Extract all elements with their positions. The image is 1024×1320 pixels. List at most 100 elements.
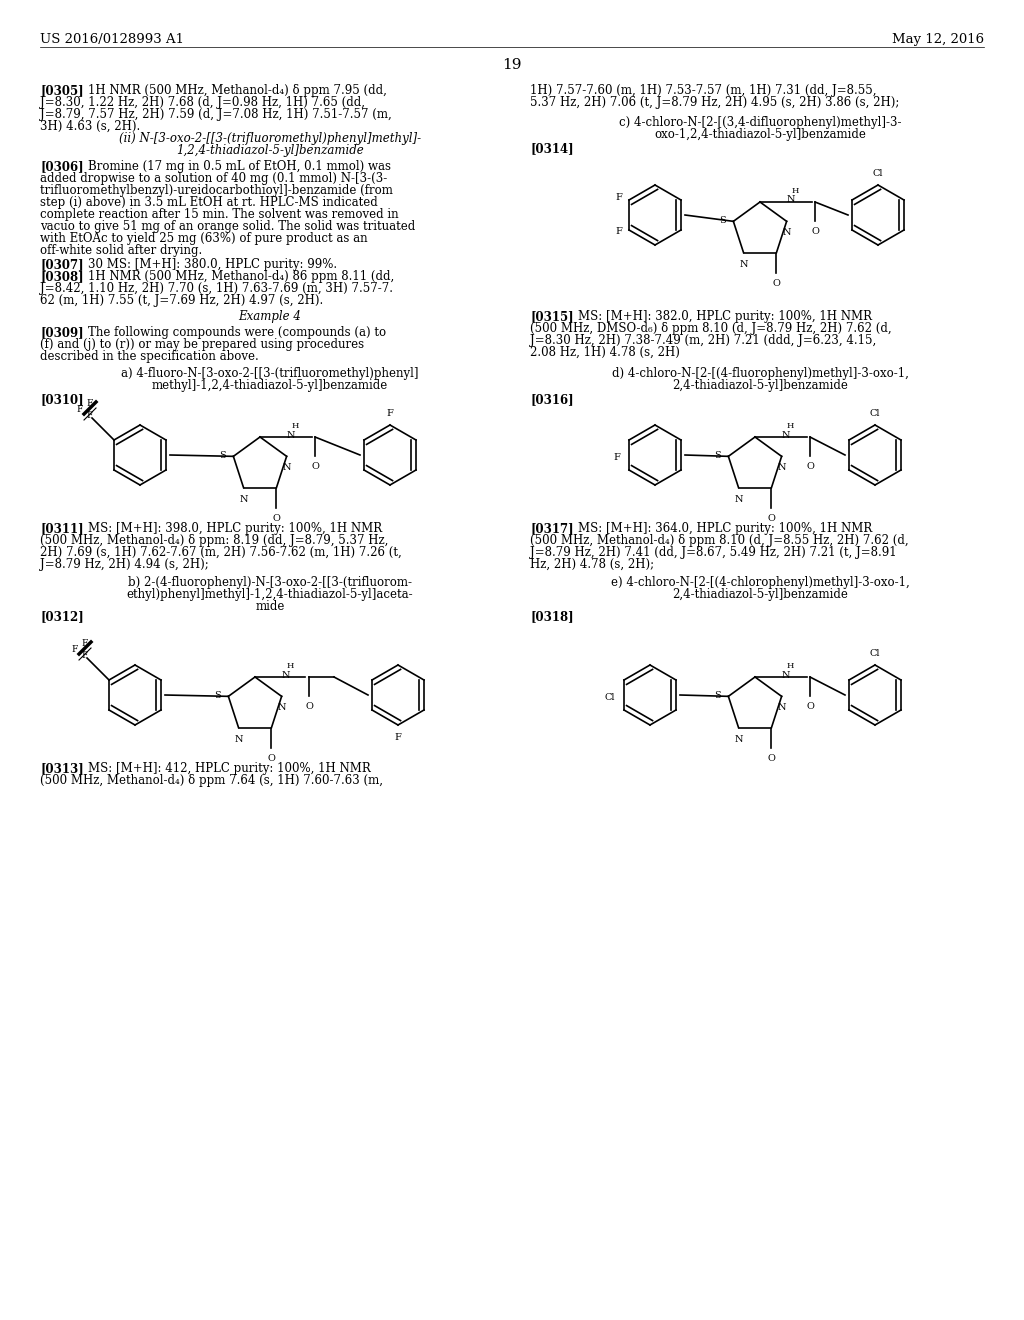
Text: H: H xyxy=(287,663,294,671)
Text: a) 4-fluoro-N-[3-oxo-2-[[3-(trifluoromethyl)phenyl]: a) 4-fluoro-N-[3-oxo-2-[[3-(trifluoromet… xyxy=(121,367,419,380)
Text: (f) and (j) to (r)) or may be prepared using procedures: (f) and (j) to (r)) or may be prepared u… xyxy=(40,338,365,351)
Text: N: N xyxy=(781,430,790,440)
Text: 5.37 Hz, 2H) 7.06 (t, J=8.79 Hz, 2H) 4.95 (s, 2H) 3.86 (s, 2H);: 5.37 Hz, 2H) 7.06 (t, J=8.79 Hz, 2H) 4.9… xyxy=(530,96,899,110)
Text: N: N xyxy=(777,463,785,473)
Text: N: N xyxy=(782,228,791,238)
Text: Cl: Cl xyxy=(872,169,884,178)
Text: O: O xyxy=(311,462,318,471)
Text: added dropwise to a solution of 40 mg (0.1 mmol) N-[3-(3-: added dropwise to a solution of 40 mg (0… xyxy=(40,172,387,185)
Text: (500 MHz, Methanol-d₄) δ ppm 8.10 (d, J=8.55 Hz, 2H) 7.62 (d,: (500 MHz, Methanol-d₄) δ ppm 8.10 (d, J=… xyxy=(530,535,908,546)
Text: S: S xyxy=(219,451,226,459)
Text: mide: mide xyxy=(255,601,285,612)
Text: H: H xyxy=(786,422,794,430)
Text: with EtOAc to yield 25 mg (63%) of pure product as an: with EtOAc to yield 25 mg (63%) of pure … xyxy=(40,232,368,246)
Text: J=8.79 Hz, 2H) 4.94 (s, 2H);: J=8.79 Hz, 2H) 4.94 (s, 2H); xyxy=(40,558,209,572)
Text: F: F xyxy=(82,652,88,660)
Text: c) 4-chloro-N-[2-[(3,4-difluorophenyl)methyl]-3-: c) 4-chloro-N-[2-[(3,4-difluorophenyl)me… xyxy=(618,116,901,129)
Text: F: F xyxy=(615,227,622,236)
Text: N: N xyxy=(734,495,742,504)
Text: Cl: Cl xyxy=(869,649,881,657)
Text: H: H xyxy=(291,422,299,430)
Text: [0307]: [0307] xyxy=(40,257,84,271)
Text: F: F xyxy=(613,454,620,462)
Text: MS: [M+H]: 398.0, HPLC purity: 100%, 1H NMR: MS: [M+H]: 398.0, HPLC purity: 100%, 1H … xyxy=(88,521,382,535)
Text: [0306]: [0306] xyxy=(40,160,84,173)
Text: F: F xyxy=(387,409,393,418)
Text: off-white solid after drying.: off-white solid after drying. xyxy=(40,244,203,257)
Text: S: S xyxy=(720,216,726,224)
Text: May 12, 2016: May 12, 2016 xyxy=(892,33,984,46)
Text: [0316]: [0316] xyxy=(530,393,573,407)
Text: [0308]: [0308] xyxy=(40,271,84,282)
Text: b) 2-(4-fluorophenyl)-N-[3-oxo-2-[[3-(trifluorom-: b) 2-(4-fluorophenyl)-N-[3-oxo-2-[[3-(tr… xyxy=(128,576,412,589)
Text: MS: [M+H]: 382.0, HPLC purity: 100%, 1H NMR: MS: [M+H]: 382.0, HPLC purity: 100%, 1H … xyxy=(578,310,872,323)
Text: O: O xyxy=(772,279,780,288)
Text: 1H NMR (500 MHz, Methanol-d₄) 86 ppm 8.11 (dd,: 1H NMR (500 MHz, Methanol-d₄) 86 ppm 8.1… xyxy=(88,271,394,282)
Text: N: N xyxy=(739,260,748,269)
Text: 2H) 7.69 (s, 1H) 7.62-7.67 (m, 2H) 7.56-7.62 (m, 1H) 7.26 (t,: 2H) 7.69 (s, 1H) 7.62-7.67 (m, 2H) 7.56-… xyxy=(40,546,401,558)
Text: J=8.30 Hz, 2H) 7.38-7.49 (m, 2H) 7.21 (ddd, J=6.23, 4.15,: J=8.30 Hz, 2H) 7.38-7.49 (m, 2H) 7.21 (d… xyxy=(530,334,877,347)
Text: methyl]-1,2,4-thiadiazol-5-yl]benzamide: methyl]-1,2,4-thiadiazol-5-yl]benzamide xyxy=(152,379,388,392)
Text: J=8.79 Hz, 2H) 7.41 (dd, J=8.67, 5.49 Hz, 2H) 7.21 (t, J=8.91: J=8.79 Hz, 2H) 7.41 (dd, J=8.67, 5.49 Hz… xyxy=(530,546,897,558)
Text: O: O xyxy=(305,702,313,711)
Text: F: F xyxy=(87,412,93,421)
Text: described in the specification above.: described in the specification above. xyxy=(40,350,259,363)
Text: 30 MS: [M+H]: 380.0, HPLC purity: 99%.: 30 MS: [M+H]: 380.0, HPLC purity: 99%. xyxy=(88,257,337,271)
Text: F: F xyxy=(72,645,78,655)
Text: [0310]: [0310] xyxy=(40,393,84,407)
Text: O: O xyxy=(806,702,814,711)
Text: N: N xyxy=(777,704,785,713)
Text: Cl: Cl xyxy=(869,409,881,418)
Text: [0318]: [0318] xyxy=(530,610,573,623)
Text: Cl: Cl xyxy=(604,693,615,702)
Text: 2.08 Hz, 1H) 4.78 (s, 2H): 2.08 Hz, 1H) 4.78 (s, 2H) xyxy=(530,346,680,359)
Text: step (i) above) in 3.5 mL EtOH at rt. HPLC-MS indicated: step (i) above) in 3.5 mL EtOH at rt. HP… xyxy=(40,195,378,209)
Text: [0313]: [0313] xyxy=(40,762,84,775)
Text: 19: 19 xyxy=(502,58,522,73)
Text: N: N xyxy=(234,735,243,743)
Text: F: F xyxy=(82,639,88,648)
Text: 62 (m, 1H) 7.55 (t, J=7.69 Hz, 2H) 4.97 (s, 2H).: 62 (m, 1H) 7.55 (t, J=7.69 Hz, 2H) 4.97 … xyxy=(40,294,324,308)
Text: vacuo to give 51 mg of an orange solid. The solid was trituated: vacuo to give 51 mg of an orange solid. … xyxy=(40,220,416,234)
Text: O: O xyxy=(272,513,281,523)
Text: (500 MHz, Methanol-d₄) δ ppm 7.64 (s, 1H) 7.60-7.63 (m,: (500 MHz, Methanol-d₄) δ ppm 7.64 (s, 1H… xyxy=(40,774,383,787)
Text: 2,4-thiadiazol-5-yl]benzamide: 2,4-thiadiazol-5-yl]benzamide xyxy=(672,587,848,601)
Text: N: N xyxy=(287,430,295,440)
Text: N: N xyxy=(786,195,795,205)
Text: [0312]: [0312] xyxy=(40,610,84,623)
Text: S: S xyxy=(715,690,721,700)
Text: (ii) N-[3-oxo-2-[[3-(trifluoromethyl)phenyl]methyl]-: (ii) N-[3-oxo-2-[[3-(trifluoromethyl)phe… xyxy=(119,132,421,145)
Text: F: F xyxy=(77,405,83,414)
Text: N: N xyxy=(283,463,291,473)
Text: [0311]: [0311] xyxy=(40,521,84,535)
Text: N: N xyxy=(734,735,742,743)
Text: MS: [M+H]: 412, HPLC purity: 100%, 1H NMR: MS: [M+H]: 412, HPLC purity: 100%, 1H NM… xyxy=(88,762,371,775)
Text: J=8.79, 7.57 Hz, 2H) 7.59 (d, J=7.08 Hz, 1H) 7.51-7.57 (m,: J=8.79, 7.57 Hz, 2H) 7.59 (d, J=7.08 Hz,… xyxy=(40,108,392,121)
Text: 1,2,4-thiadiazol-5-yl]benzamide: 1,2,4-thiadiazol-5-yl]benzamide xyxy=(176,144,364,157)
Text: F: F xyxy=(87,400,93,408)
Text: H: H xyxy=(786,663,794,671)
Text: 3H) 4.63 (s, 2H).: 3H) 4.63 (s, 2H). xyxy=(40,120,140,133)
Text: S: S xyxy=(715,451,721,459)
Text: e) 4-chloro-N-[2-[(4-chlorophenyl)methyl]-3-oxo-1,: e) 4-chloro-N-[2-[(4-chlorophenyl)methyl… xyxy=(610,576,909,589)
Text: O: O xyxy=(811,227,819,236)
Text: 2,4-thiadiazol-5-yl]benzamide: 2,4-thiadiazol-5-yl]benzamide xyxy=(672,379,848,392)
Text: ethyl)phenyl]methyl]-1,2,4-thiadiazol-5-yl]aceta-: ethyl)phenyl]methyl]-1,2,4-thiadiazol-5-… xyxy=(127,587,414,601)
Text: [0315]: [0315] xyxy=(530,310,573,323)
Text: F: F xyxy=(615,194,622,202)
Text: J=8.42, 1.10 Hz, 2H) 7.70 (s, 1H) 7.63-7.69 (m, 3H) 7.57-7.: J=8.42, 1.10 Hz, 2H) 7.70 (s, 1H) 7.63-7… xyxy=(40,282,393,294)
Text: US 2016/0128993 A1: US 2016/0128993 A1 xyxy=(40,33,184,46)
Text: O: O xyxy=(768,513,775,523)
Text: O: O xyxy=(768,754,775,763)
Text: 1H NMR (500 MHz, Methanol-d₄) δ ppm 7.95 (dd,: 1H NMR (500 MHz, Methanol-d₄) δ ppm 7.95… xyxy=(88,84,387,96)
Text: S: S xyxy=(215,690,221,700)
Text: (500 MHz, DMSO-d₆) δ ppm 8.10 (d, J=8.79 Hz, 2H) 7.62 (d,: (500 MHz, DMSO-d₆) δ ppm 8.10 (d, J=8.79… xyxy=(530,322,892,335)
Text: complete reaction after 15 min. The solvent was removed in: complete reaction after 15 min. The solv… xyxy=(40,209,398,220)
Text: H: H xyxy=(792,187,799,195)
Text: oxo-1,2,4-thiadiazol-5-yl]benzamide: oxo-1,2,4-thiadiazol-5-yl]benzamide xyxy=(654,128,866,141)
Text: Bromine (17 mg in 0.5 mL of EtOH, 0.1 mmol) was: Bromine (17 mg in 0.5 mL of EtOH, 0.1 mm… xyxy=(88,160,391,173)
Text: (500 MHz, Methanol-d₄) δ ppm: 8.19 (dd, J=8.79, 5.37 Hz,: (500 MHz, Methanol-d₄) δ ppm: 8.19 (dd, … xyxy=(40,535,388,546)
Text: O: O xyxy=(806,462,814,471)
Text: d) 4-chloro-N-[2-[(4-fluorophenyl)methyl]-3-oxo-1,: d) 4-chloro-N-[2-[(4-fluorophenyl)methyl… xyxy=(611,367,908,380)
Text: 1H) 7.57-7.60 (m, 1H) 7.53-7.57 (m, 1H) 7.31 (dd, J=8.55,: 1H) 7.57-7.60 (m, 1H) 7.53-7.57 (m, 1H) … xyxy=(530,84,877,96)
